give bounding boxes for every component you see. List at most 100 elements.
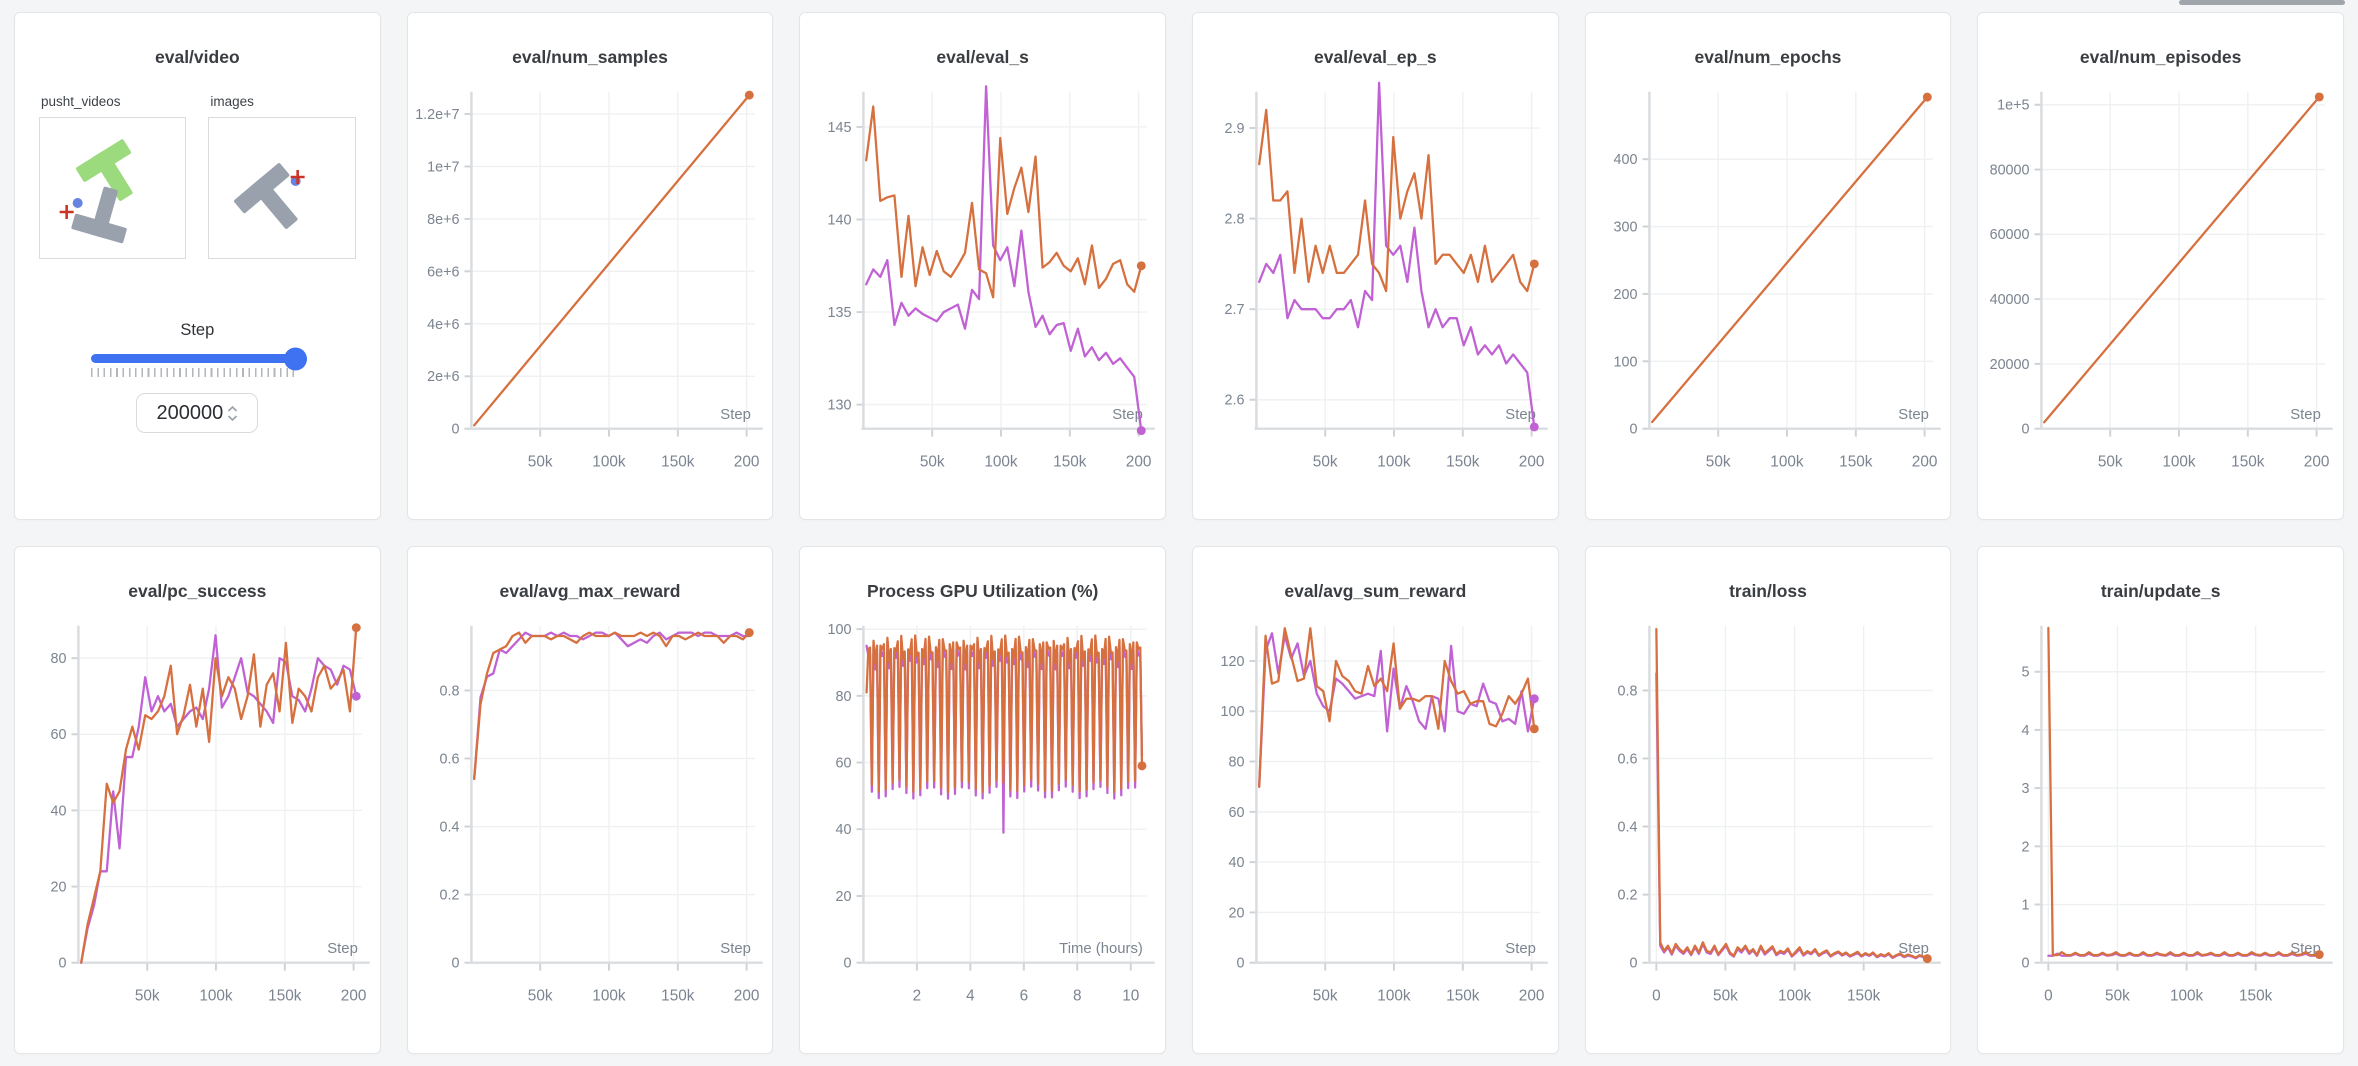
- svg-text:8: 8: [1073, 987, 1082, 1004]
- slider-tick-ruler: [91, 368, 296, 377]
- svg-text:80000: 80000: [1990, 163, 2030, 179]
- svg-text:3: 3: [2022, 781, 2030, 797]
- panel-eval-avg-max-reward: eval/avg_max_reward 50k 100k 150k 200 0 0.2 0.…: [406, 546, 774, 1054]
- svg-text:0: 0: [844, 956, 852, 972]
- svg-text:50k: 50k: [135, 987, 160, 1004]
- svg-text:100: 100: [828, 622, 852, 638]
- chart-title: eval/eval_s: [936, 47, 1029, 67]
- chart-eval-avg-sum-reward[interactable]: 50k 100k 150k 200 0 20 40 60 80 100 120 Step: [1193, 612, 1558, 1027]
- svg-text:Step: Step: [2291, 941, 2322, 957]
- svg-text:0.8: 0.8: [439, 683, 459, 699]
- svg-text:8e+6: 8e+6: [427, 212, 459, 228]
- media-card-images: images: [208, 94, 356, 259]
- svg-text:50k: 50k: [920, 453, 945, 470]
- svg-text:0: 0: [1652, 987, 1661, 1004]
- panel-eval-video: eval/video pusht_videos: [14, 12, 381, 520]
- svg-text:50k: 50k: [2098, 453, 2123, 470]
- svg-text:1.2e+7: 1.2e+7: [415, 107, 459, 123]
- step-value: 200000: [156, 401, 224, 424]
- svg-text:145: 145: [828, 120, 852, 136]
- svg-text:0: 0: [2022, 956, 2030, 972]
- svg-text:200: 200: [1519, 987, 1545, 1004]
- svg-text:2: 2: [913, 987, 922, 1004]
- chart-process-gpu-utilization[interactable]: 2 4 6 8 10 0 20 40 60 80 100 Time (hours): [800, 612, 1165, 1027]
- svg-text:40: 40: [51, 803, 67, 819]
- chart-title: train/loss: [1729, 581, 1807, 601]
- chart-eval-num-episodes[interactable]: 50k 100k 150k 200 0 20000 40000 60000 80000 1e+5 S…: [1978, 78, 2343, 493]
- panel-eval-num-episodes: eval/num_episodes 50k 100k 150k 200 0 20000 40…: [1977, 12, 2344, 520]
- chart-eval-eval-s[interactable]: 50k 100k 150k 200 130 135 140 145 Step: [800, 78, 1165, 493]
- svg-text:5: 5: [2022, 665, 2030, 681]
- svg-text:200: 200: [733, 453, 759, 470]
- svg-text:50k: 50k: [527, 453, 552, 470]
- svg-text:2.6: 2.6: [1225, 393, 1245, 409]
- svg-text:0.4: 0.4: [1617, 819, 1637, 835]
- panel-train-update-s: train/update_s 0 50k 100k 150k 0 1 2 3 4 5 Step: [1977, 546, 2344, 1054]
- svg-text:150k: 150k: [1054, 453, 1088, 470]
- chart-train-loss[interactable]: 0 50k 100k 150k 0 0.2 0.4 0.6 0.8 Step: [1586, 612, 1951, 1027]
- svg-text:200: 200: [1613, 287, 1637, 303]
- chart-eval-eval-ep-s[interactable]: 50k 100k 150k 200 2.6 2.7 2.8 2.9 Step: [1193, 78, 1558, 493]
- chart-eval-avg-max-reward[interactable]: 50k 100k 150k 200 0 0.2 0.4 0.6 0.8 Step: [408, 612, 773, 1027]
- svg-text:130: 130: [828, 398, 852, 414]
- svg-text:135: 135: [828, 305, 852, 321]
- svg-text:150k: 150k: [2239, 987, 2273, 1004]
- svg-text:Step: Step: [1505, 407, 1536, 423]
- goal-cross: [290, 170, 305, 184]
- pusht-scene-image: [59, 139, 133, 244]
- svg-text:150k: 150k: [1446, 987, 1480, 1004]
- svg-text:50k: 50k: [527, 987, 552, 1004]
- svg-text:400: 400: [1613, 152, 1637, 168]
- slider-track[interactable]: [91, 347, 308, 370]
- panel-process-gpu-utilization: Process GPU Utilization (%) 2 4 6 8 10 0 20 40 6…: [799, 546, 1166, 1054]
- svg-text:0: 0: [1237, 956, 1245, 972]
- chart-title: eval/num_episodes: [2079, 47, 2242, 67]
- chart-title: train/update_s: [2100, 581, 2221, 601]
- svg-text:80: 80: [51, 651, 67, 667]
- svg-text:60: 60: [51, 727, 67, 743]
- chart-title: eval/eval_ep_s: [1314, 47, 1437, 67]
- svg-text:Step: Step: [720, 407, 751, 423]
- svg-text:50k: 50k: [2105, 987, 2130, 1004]
- svg-text:20: 20: [836, 889, 852, 905]
- svg-text:150k: 150k: [268, 987, 302, 1004]
- svg-text:100k: 100k: [1377, 987, 1411, 1004]
- svg-text:0: 0: [59, 956, 67, 972]
- svg-text:0.8: 0.8: [1617, 683, 1637, 699]
- svg-text:0.6: 0.6: [1617, 751, 1637, 767]
- svg-text:0.6: 0.6: [439, 751, 459, 767]
- svg-text:0: 0: [2044, 987, 2053, 1004]
- svg-text:40: 40: [1229, 855, 1245, 871]
- goal-cross: [59, 205, 74, 219]
- chart-eval-num-samples[interactable]: 50k 100k 150k 200 0 2e+6 4e+6 6e+6 8e+6 1e+7 1.2e+…: [408, 78, 773, 493]
- svg-text:140: 140: [828, 212, 852, 228]
- svg-text:150k: 150k: [1847, 987, 1881, 1004]
- svg-text:100: 100: [1613, 354, 1637, 370]
- svg-text:0.4: 0.4: [439, 819, 459, 835]
- horizontal-scrollbar-thumb[interactable]: [2179, 0, 2345, 5]
- media-caption: images: [210, 94, 254, 109]
- svg-text:100k: 100k: [592, 453, 626, 470]
- svg-text:Step: Step: [1113, 407, 1144, 423]
- slider-thumb[interactable]: [284, 347, 308, 370]
- svg-text:200: 200: [1519, 453, 1545, 470]
- images-thumbnail[interactable]: [208, 117, 356, 259]
- svg-text:100k: 100k: [199, 987, 233, 1004]
- step-number-input[interactable]: 200000: [136, 393, 259, 433]
- chart-train-update-s[interactable]: 0 50k 100k 150k 0 1 2 3 4 5 Step: [1978, 612, 2343, 1027]
- svg-text:1e+5: 1e+5: [1998, 98, 2030, 114]
- chart-title: eval/avg_max_reward: [499, 581, 681, 601]
- chart-eval-pc-success[interactable]: 50k 100k 150k 200 0 20 40 60 80 Step: [15, 612, 380, 1027]
- svg-text:150k: 150k: [661, 987, 695, 1004]
- chart-eval-num-epochs[interactable]: 50k 100k 150k 200 0 100 200 300 400 Step: [1586, 78, 1951, 493]
- panel-eval-pc-success: eval/pc_success 50k 100k 150k 200 0 20 40 60 80 S…: [14, 546, 381, 1054]
- svg-text:4e+6: 4e+6: [427, 317, 459, 333]
- svg-text:Step: Step: [1898, 407, 1929, 423]
- panel-eval-eval-s: eval/eval_s 50k 100k 150k 200 130 135 140 145 St…: [799, 12, 1166, 520]
- stepper-arrows-icon[interactable]: [227, 405, 238, 422]
- svg-text:200: 200: [341, 987, 367, 1004]
- svg-text:0.2: 0.2: [1617, 888, 1637, 904]
- panel-eval-num-epochs: eval/num_epochs 50k 100k 150k 200 0 100 200 300…: [1584, 12, 1952, 520]
- pusht-video-thumbnail[interactable]: [39, 117, 187, 259]
- step-slider[interactable]: [91, 347, 308, 377]
